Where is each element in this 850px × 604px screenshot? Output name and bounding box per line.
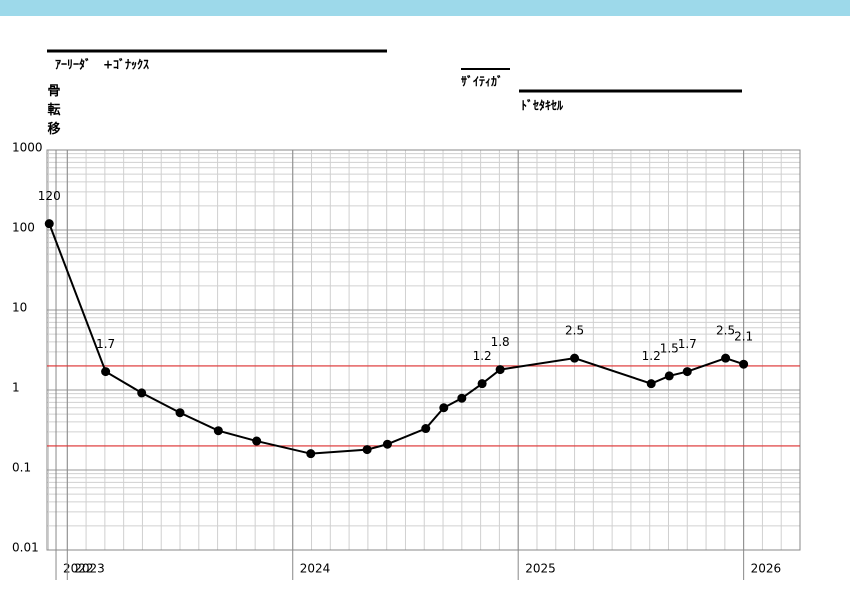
data-point bbox=[101, 367, 111, 377]
data-label: 2.5 bbox=[565, 324, 584, 338]
data-point bbox=[646, 379, 656, 389]
y-tick-label: 1000 bbox=[12, 141, 43, 155]
data-line bbox=[48, 223, 744, 455]
data-point bbox=[175, 408, 185, 418]
data-point bbox=[252, 436, 262, 446]
data-point bbox=[44, 219, 54, 229]
data-point bbox=[477, 379, 487, 389]
x-tick-label: 2022 bbox=[63, 562, 94, 576]
y-tick-label: 10 bbox=[12, 301, 27, 315]
y-tick-label: 100 bbox=[12, 221, 35, 235]
data-label: 2.5 bbox=[716, 324, 735, 338]
data-label: 1.7 bbox=[678, 337, 697, 351]
plot-frame bbox=[46, 149, 801, 551]
data-point bbox=[739, 359, 749, 369]
data-label: 1.5 bbox=[660, 341, 679, 355]
data-point bbox=[721, 353, 731, 363]
top-band bbox=[0, 0, 850, 16]
y-tick-label: 0.1 bbox=[12, 461, 31, 475]
x-tick-label: 2025 bbox=[525, 562, 556, 576]
data-label: 2.1 bbox=[734, 330, 753, 344]
regimen-label: ｱｰﾘｰﾀﾞ +ｺﾞﾅｯｸｽ bbox=[55, 57, 149, 72]
data-point bbox=[421, 424, 431, 434]
data-point bbox=[682, 367, 692, 377]
y-tick-label: 1 bbox=[12, 381, 20, 395]
data-point bbox=[495, 365, 505, 375]
regimen-label: ｻﾞｲﾃｨｶﾞ bbox=[461, 74, 503, 89]
data-point bbox=[439, 403, 449, 413]
y-tick-label: 0.01 bbox=[12, 541, 39, 555]
x-tick-label: 2026 bbox=[751, 562, 782, 576]
data-label: 1.2 bbox=[473, 349, 492, 363]
data-point bbox=[213, 426, 223, 436]
x-tick-label: 2024 bbox=[300, 562, 331, 576]
data-label: 120 bbox=[38, 189, 61, 203]
data-point bbox=[457, 393, 467, 403]
data-point bbox=[382, 439, 392, 449]
data-point bbox=[362, 445, 372, 455]
data-point bbox=[137, 388, 147, 398]
x-tick-label: 2023 bbox=[74, 562, 105, 576]
data-label: 1.8 bbox=[491, 335, 510, 349]
data-label: 1.2 bbox=[642, 349, 661, 363]
regimen-label: ﾄﾞｾﾀｷｾﾙ bbox=[521, 98, 564, 113]
data-point bbox=[306, 449, 316, 459]
data-point bbox=[664, 371, 674, 381]
y-axis-label: 骨転移 bbox=[45, 84, 61, 141]
data-label: 1.7 bbox=[96, 337, 115, 351]
data-point bbox=[570, 353, 580, 363]
